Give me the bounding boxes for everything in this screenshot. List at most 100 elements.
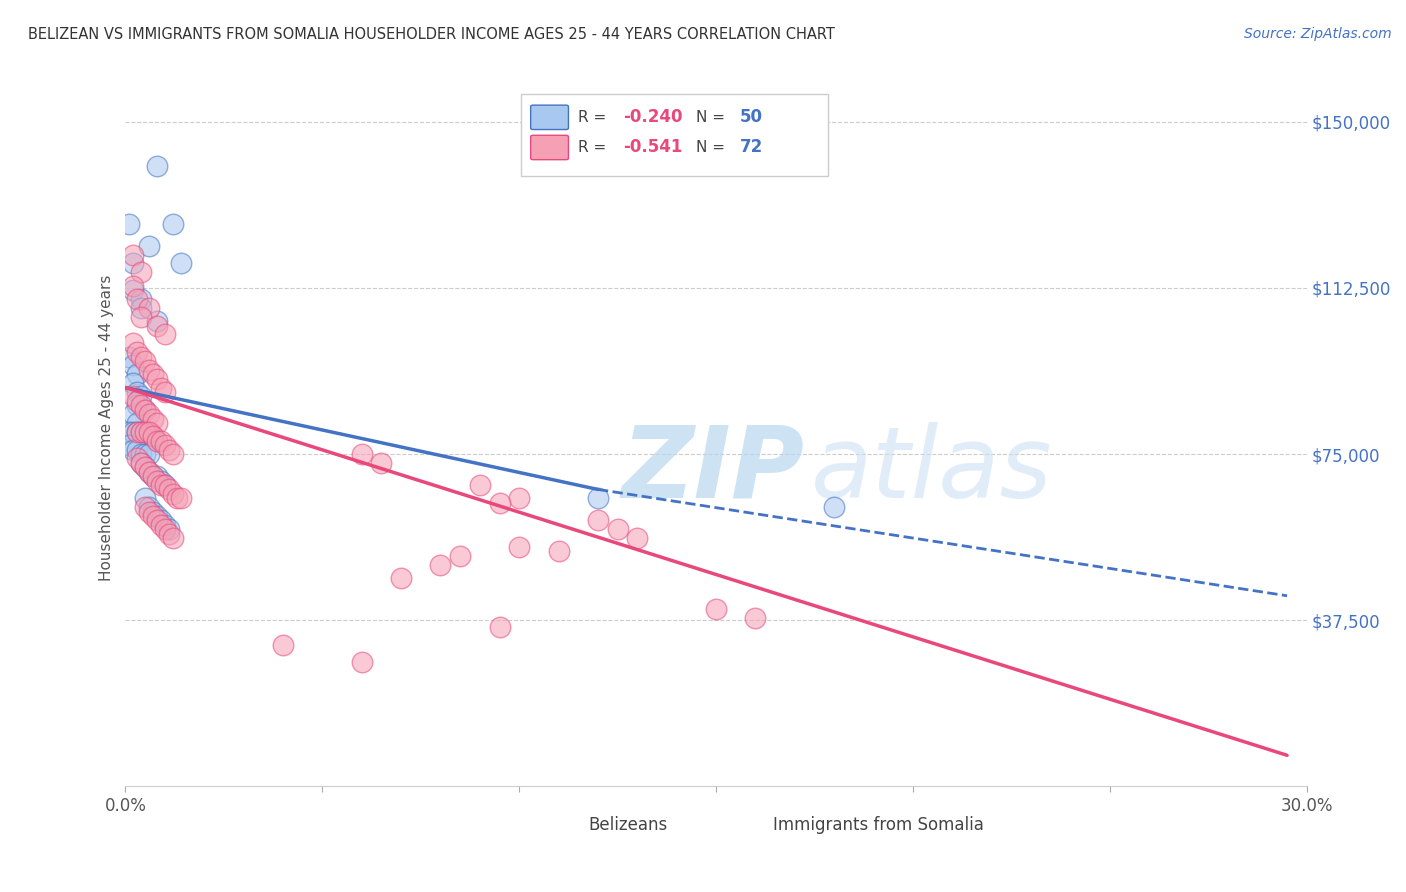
Point — [134, 500, 156, 515]
Point — [146, 416, 169, 430]
Text: BELIZEAN VS IMMIGRANTS FROM SOMALIA HOUSEHOLDER INCOME AGES 25 - 44 YEARS CORREL: BELIZEAN VS IMMIGRANTS FROM SOMALIA HOUS… — [28, 27, 835, 42]
FancyBboxPatch shape — [522, 94, 828, 177]
Point — [122, 359, 145, 373]
Point — [122, 442, 145, 457]
Point — [488, 496, 510, 510]
Text: Source: ZipAtlas.com: Source: ZipAtlas.com — [1244, 27, 1392, 41]
Point — [118, 438, 141, 452]
Point — [157, 522, 180, 536]
Point — [134, 354, 156, 368]
Point — [129, 301, 152, 315]
Point — [134, 402, 156, 417]
Point — [138, 425, 160, 439]
Point — [122, 376, 145, 390]
Point — [134, 460, 156, 475]
Point — [166, 491, 188, 506]
Point — [350, 655, 373, 669]
Point — [118, 350, 141, 364]
Point — [122, 256, 145, 270]
FancyBboxPatch shape — [543, 814, 581, 836]
Point — [823, 500, 845, 515]
Point — [129, 389, 152, 403]
Point — [127, 425, 149, 439]
Point — [153, 522, 176, 536]
Point — [134, 460, 156, 475]
Point — [122, 283, 145, 297]
Text: ZIP: ZIP — [621, 422, 804, 519]
Point — [142, 469, 165, 483]
Point — [138, 465, 160, 479]
Point — [142, 429, 165, 443]
Point — [122, 425, 145, 439]
Point — [127, 384, 149, 399]
Point — [138, 500, 160, 515]
Point — [134, 425, 156, 439]
Point — [134, 425, 156, 439]
Point — [162, 531, 184, 545]
Point — [429, 558, 451, 572]
Point — [118, 217, 141, 231]
Point — [122, 389, 145, 403]
Point — [129, 425, 152, 439]
Point — [127, 368, 149, 382]
Point — [129, 310, 152, 324]
Point — [129, 292, 152, 306]
Point — [142, 505, 165, 519]
Point — [162, 217, 184, 231]
Point — [127, 442, 149, 457]
Point — [149, 380, 172, 394]
Text: N =: N = — [696, 140, 730, 155]
Point — [146, 159, 169, 173]
Point — [153, 517, 176, 532]
Text: -0.240: -0.240 — [623, 108, 682, 127]
Point — [127, 451, 149, 466]
Point — [389, 571, 412, 585]
Point — [129, 447, 152, 461]
Text: Belizeans: Belizeans — [589, 816, 668, 834]
Point — [153, 327, 176, 342]
Point — [142, 368, 165, 382]
Text: atlas: atlas — [811, 422, 1052, 519]
Point — [122, 278, 145, 293]
Point — [138, 407, 160, 421]
Point — [138, 301, 160, 315]
Point — [118, 425, 141, 439]
Point — [153, 384, 176, 399]
Point — [142, 469, 165, 483]
Point — [129, 350, 152, 364]
Point — [146, 372, 169, 386]
Point — [370, 456, 392, 470]
Point — [626, 531, 648, 545]
Point — [142, 411, 165, 425]
Point — [488, 620, 510, 634]
Point — [129, 456, 152, 470]
Point — [129, 265, 152, 279]
Point — [138, 447, 160, 461]
Text: R =: R = — [578, 140, 612, 155]
Point — [138, 425, 160, 439]
Point — [142, 509, 165, 524]
Point — [134, 447, 156, 461]
Point — [157, 526, 180, 541]
Point — [146, 434, 169, 448]
Point — [449, 549, 471, 563]
Point — [157, 442, 180, 457]
Point — [704, 602, 727, 616]
Point — [127, 345, 149, 359]
Text: -0.541: -0.541 — [623, 138, 682, 156]
Point — [508, 491, 530, 506]
Point — [606, 522, 628, 536]
Point — [586, 513, 609, 527]
Point — [146, 434, 169, 448]
Point — [129, 425, 152, 439]
Point — [350, 447, 373, 461]
Point — [149, 474, 172, 488]
Point — [169, 256, 191, 270]
Point — [744, 611, 766, 625]
Point — [149, 434, 172, 448]
Point — [146, 469, 169, 483]
Point — [122, 336, 145, 351]
Point — [508, 540, 530, 554]
Point — [146, 314, 169, 328]
Point — [129, 398, 152, 412]
